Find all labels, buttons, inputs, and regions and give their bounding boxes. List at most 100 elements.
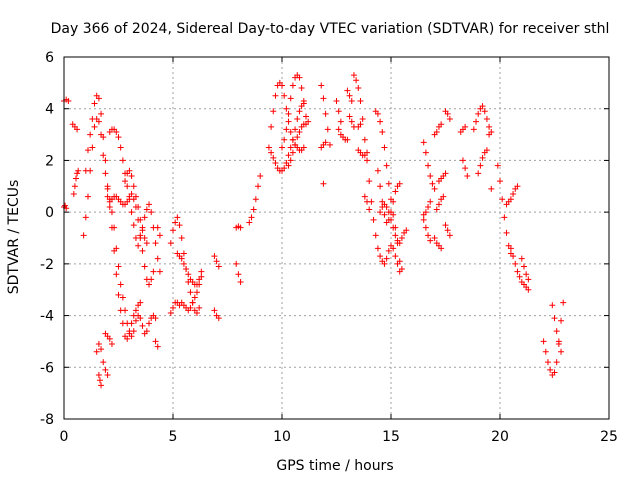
data-point (283, 105, 290, 112)
data-point (525, 286, 532, 293)
data-point (174, 214, 181, 221)
data-point (333, 97, 340, 104)
data-point (187, 304, 194, 311)
data-point (431, 185, 438, 192)
data-point (346, 92, 353, 99)
data-point (348, 118, 355, 125)
data-point (357, 97, 364, 104)
data-point (396, 180, 403, 187)
data-point (265, 144, 272, 151)
data-point (433, 206, 440, 213)
y-tick-label: 0 (45, 205, 54, 221)
data-point (483, 116, 490, 123)
data-point (167, 240, 174, 247)
data-point (139, 322, 146, 329)
data-point (72, 175, 79, 182)
data-point (115, 263, 122, 270)
data-point (198, 268, 205, 275)
data-point (287, 128, 294, 135)
data-point (272, 160, 279, 167)
data-point (385, 180, 392, 187)
data-point (551, 369, 558, 376)
data-point (383, 203, 390, 210)
data-point (318, 82, 325, 89)
data-point (141, 235, 148, 241)
data-point (353, 77, 360, 84)
data-point (82, 167, 89, 174)
data-point (285, 152, 292, 159)
data-point (128, 191, 135, 198)
data-point (170, 304, 176, 311)
data-point (255, 183, 262, 190)
data-point (374, 167, 381, 174)
data-point (132, 193, 139, 200)
data-point (425, 203, 432, 210)
data-point (252, 196, 259, 203)
data-point (191, 294, 198, 301)
data-point (100, 134, 107, 141)
data-point (287, 95, 294, 102)
data-point (139, 227, 146, 234)
data-point (429, 180, 436, 187)
data-point (296, 74, 303, 81)
data-point (248, 214, 255, 221)
data-point (364, 198, 371, 205)
data-point (357, 121, 364, 128)
data-point (361, 193, 368, 200)
data-point (300, 144, 307, 151)
plot-frame (63, 56, 610, 420)
data-point (540, 338, 547, 345)
data-point (106, 335, 113, 342)
data-point (549, 302, 556, 309)
data-point (124, 183, 131, 190)
data-point (91, 100, 98, 107)
data-point (438, 245, 445, 252)
data-point (289, 136, 296, 143)
data-point (359, 116, 366, 123)
data-point (183, 266, 190, 273)
data-point (292, 126, 299, 133)
data-point (100, 359, 107, 366)
data-point (71, 183, 78, 190)
data-point (381, 260, 388, 267)
data-point (398, 235, 405, 241)
data-point (95, 372, 102, 379)
data-point (289, 149, 296, 156)
data-point (96, 377, 103, 384)
data-point (302, 113, 309, 120)
data-point (115, 291, 122, 298)
data-point (486, 123, 493, 130)
data-point (126, 196, 133, 203)
data-point (442, 170, 449, 177)
data-point (100, 152, 107, 159)
data-point (372, 232, 379, 239)
data-point (322, 139, 329, 146)
data-point (113, 271, 120, 278)
data-point (178, 235, 185, 241)
data-point (324, 126, 331, 133)
data-point (396, 258, 403, 265)
data-point (146, 320, 153, 327)
data-point (80, 232, 87, 239)
data-point (285, 118, 292, 125)
data-point (346, 113, 353, 120)
data-point (499, 196, 506, 203)
data-point (370, 216, 377, 223)
data-point (361, 136, 368, 143)
data-point (422, 224, 429, 231)
data-point (544, 359, 551, 366)
data-point (178, 255, 185, 262)
data-point (237, 278, 244, 285)
x-tick-label: 5 (169, 429, 178, 445)
data-point (91, 123, 98, 130)
data-point (446, 116, 453, 123)
data-point (420, 139, 427, 146)
data-point (510, 191, 517, 198)
data-point (518, 255, 525, 262)
data-point (102, 157, 109, 164)
data-point (126, 167, 133, 174)
data-point (287, 157, 294, 164)
data-point (398, 266, 405, 273)
data-point (322, 110, 329, 117)
